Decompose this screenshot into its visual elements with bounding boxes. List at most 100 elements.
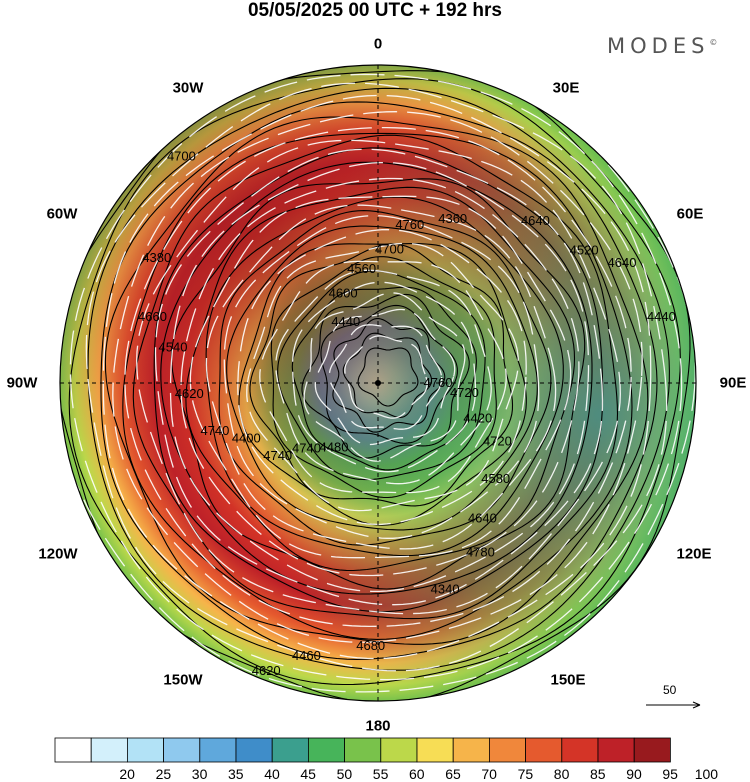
height-contour — [226, 225, 538, 531]
colorbar-label: 65 — [445, 766, 461, 782]
contour-label: 4620 — [252, 663, 281, 678]
contour-label: 4580 — [481, 471, 510, 486]
contour-label: 4640 — [521, 213, 550, 228]
lon-label-30e: 30E — [552, 79, 580, 97]
colorbar-label: 85 — [590, 766, 606, 782]
colorbar — [54, 737, 671, 763]
streamline — [189, 195, 572, 559]
contour-label: 4440 — [647, 309, 676, 324]
north-pole-marker — [375, 380, 381, 386]
contour-label: 4440 — [331, 314, 360, 329]
streamline — [237, 228, 527, 526]
height-contour — [170, 178, 586, 590]
colorbar-swatch — [199, 737, 237, 763]
streamline — [259, 260, 507, 494]
contour-label: 4700 — [375, 242, 404, 257]
contour-label: 4600 — [329, 286, 358, 301]
map-title: 05/05/2025 00 UTC + 192 hrs — [247, 0, 503, 21]
colorbar-label: 35 — [228, 766, 244, 782]
height-contour — [301, 293, 470, 459]
lon-label-90e: 90E — [719, 374, 747, 392]
contour-label: 4380 — [142, 250, 171, 265]
colorbar-swatch — [54, 737, 92, 763]
colorbar-swatch — [380, 737, 418, 763]
colorbar-label: 100 — [694, 766, 719, 782]
colorbar-swatch — [344, 737, 382, 763]
lon-label-90w: 90W — [6, 374, 38, 392]
colorbar-swatch — [416, 737, 454, 763]
height-contour — [277, 270, 486, 481]
lon-label-150e: 150E — [550, 671, 586, 689]
lon-label-150w: 150W — [163, 671, 203, 689]
streamline — [169, 161, 590, 593]
lon-label-30w: 30W — [172, 79, 204, 97]
contour-label: 4720 — [483, 434, 512, 449]
wind-streamlines — [60, 65, 696, 693]
colorbar-swatch — [307, 737, 345, 763]
height-contour — [238, 243, 527, 526]
height-contour — [270, 256, 497, 499]
streamline — [136, 139, 621, 615]
colorbar-swatch — [163, 737, 201, 763]
streamline — [60, 65, 696, 693]
contour-label: 4560 — [347, 261, 376, 276]
lon-label-120e: 120E — [676, 545, 712, 563]
colorbar-swatch — [90, 737, 128, 763]
contour-label: 4700 — [167, 148, 196, 163]
contour-label: 4720 — [450, 385, 479, 400]
contour-label: 4660 — [138, 309, 167, 324]
streamline — [275, 269, 492, 485]
streamline — [223, 215, 540, 539]
contour-label: 4400 — [232, 431, 261, 446]
colorbar-swatch — [452, 737, 490, 763]
contour-label: 4420 — [463, 411, 492, 426]
colorbar-label: 60 — [409, 766, 425, 782]
colorbar-swatch — [633, 737, 671, 763]
height-contour — [160, 161, 593, 595]
lon-label-0: 0 — [373, 35, 383, 53]
contour-label: 4640 — [468, 510, 497, 525]
colorbar-label: 70 — [481, 766, 497, 782]
contour-label: 4620 — [175, 386, 204, 401]
streamline — [69, 73, 683, 681]
streamline — [180, 177, 580, 577]
contour-label: 4480 — [320, 439, 349, 454]
colorbar-label: 40 — [264, 766, 280, 782]
contour-label: 4740 — [200, 423, 229, 438]
map-boundary — [59, 64, 697, 702]
contour-labels: 4760 4740 4700 4640 4540 4520 4460 4440 4420 4400… — [138, 148, 676, 678]
contour-label: 4460 — [292, 648, 321, 663]
height-contour — [218, 210, 552, 546]
colorbar-label: 45 — [300, 766, 316, 782]
colorbar-swatch — [271, 737, 309, 763]
contour-label: 4520 — [570, 243, 599, 258]
height-contour — [100, 101, 658, 660]
contour-label: 4540 — [159, 340, 188, 355]
contour-label: 4640 — [608, 255, 637, 270]
vector-reference-arrow — [646, 701, 701, 709]
streamline — [314, 308, 456, 446]
height-contour — [342, 332, 433, 418]
colorbar-label: 75 — [517, 766, 534, 782]
colorbar-label: 80 — [553, 766, 570, 782]
height-contour — [153, 147, 604, 613]
contour-label: 4740 — [292, 441, 321, 456]
colorbar-label: 25 — [155, 766, 172, 782]
lon-label-180: 180 — [365, 717, 391, 735]
streamline — [205, 204, 557, 550]
vector-reference-label: 50 — [663, 683, 677, 697]
lon-label-120w: 120W — [38, 545, 78, 563]
streamline — [102, 94, 652, 660]
contour-label: 4740 — [263, 448, 292, 463]
colorbar-swatch — [488, 737, 526, 763]
streamline — [154, 148, 604, 606]
height-contour — [249, 243, 514, 507]
colorbar-label: 90 — [626, 766, 642, 782]
streamline — [291, 281, 477, 473]
contour-label: 4760 — [424, 375, 453, 390]
height-contour — [357, 347, 419, 407]
streamline — [85, 82, 668, 672]
colorbar-label: 30 — [191, 766, 208, 782]
streamline — [112, 111, 643, 643]
colorbar-swatch — [525, 737, 563, 763]
